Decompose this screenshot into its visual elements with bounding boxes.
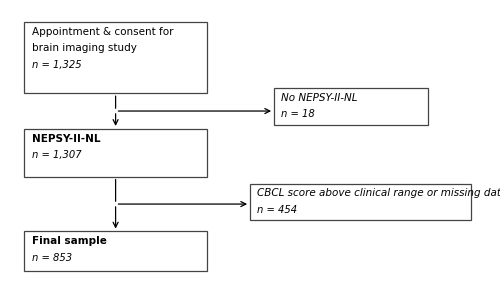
Text: No NEPSY-II-NL: No NEPSY-II-NL (281, 93, 357, 103)
Text: n = 18: n = 18 (281, 109, 315, 119)
Text: CBCL score above clinical range or missing data: CBCL score above clinical range or missi… (257, 188, 500, 198)
Text: brain imaging study: brain imaging study (32, 43, 136, 54)
Text: Appointment & consent for: Appointment & consent for (32, 27, 173, 37)
Text: Final sample: Final sample (32, 236, 106, 246)
FancyBboxPatch shape (24, 129, 207, 177)
FancyBboxPatch shape (24, 231, 207, 271)
Text: n = 853: n = 853 (32, 253, 72, 263)
FancyBboxPatch shape (24, 22, 207, 93)
FancyBboxPatch shape (250, 184, 471, 221)
Text: n = 1,325: n = 1,325 (32, 60, 81, 70)
Text: n = 1,307: n = 1,307 (32, 150, 81, 160)
Text: n = 454: n = 454 (257, 205, 298, 215)
FancyBboxPatch shape (274, 88, 428, 125)
Text: NEPSY-II-NL: NEPSY-II-NL (32, 134, 100, 144)
